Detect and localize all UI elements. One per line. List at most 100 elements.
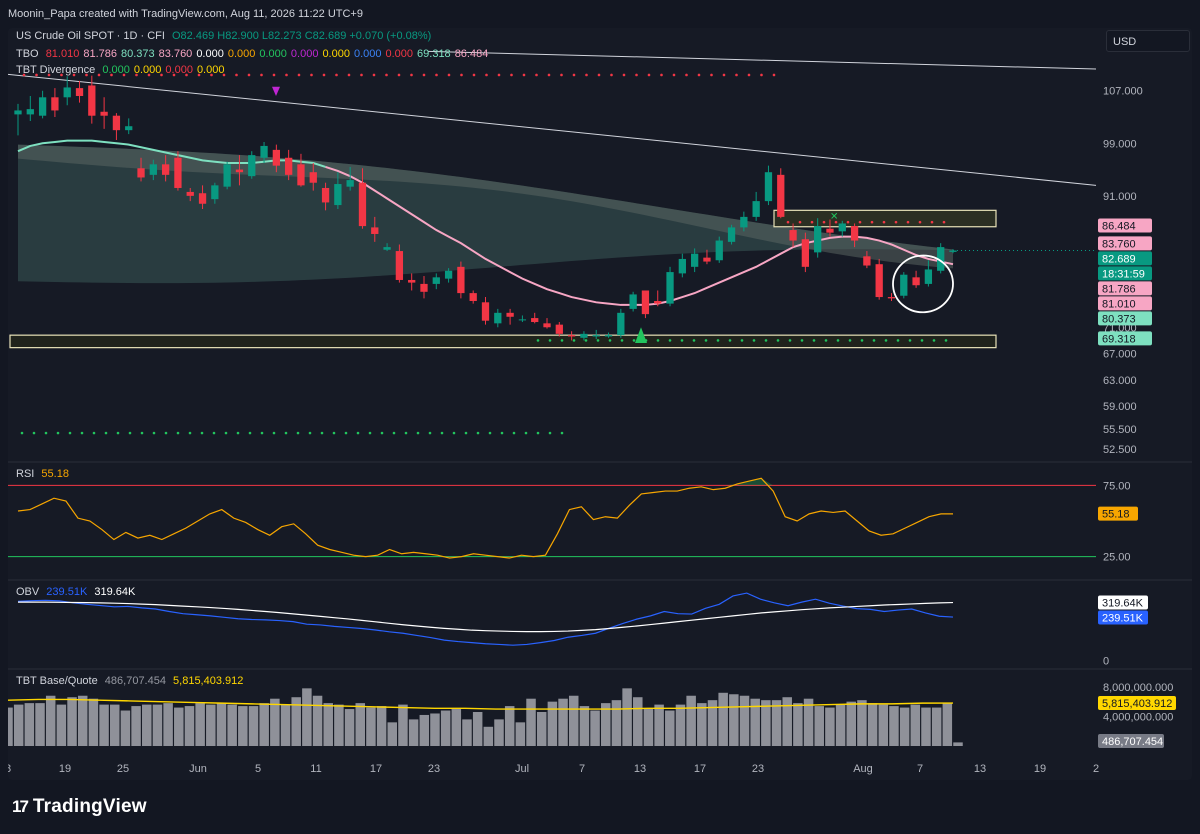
divergence-value-3: 0.000 <box>196 64 225 76</box>
volume-bar <box>344 709 355 746</box>
time-axis-label: 13 <box>634 763 646 775</box>
volume-bar <box>931 707 942 746</box>
price-axis-label: 91.000 <box>1103 191 1137 203</box>
obv-badge-ma-bg <box>1098 595 1148 610</box>
volume-bar <box>867 703 878 746</box>
tbo-value-3: 83.760 <box>158 48 193 60</box>
resistance-box <box>773 209 997 228</box>
tbo-value-9: 0.000 <box>353 48 382 60</box>
volume-bar <box>857 700 867 746</box>
red-dotted-level-top-dot <box>597 73 601 77</box>
candle-body <box>408 279 416 283</box>
divergence-value-1: 0.000 <box>133 64 162 76</box>
volume-bar <box>803 698 814 746</box>
red-dotted-level-top <box>22 73 776 77</box>
green-dotted-level-low <box>20 431 564 435</box>
red-dotted-level-box-dot <box>942 220 946 224</box>
rsi-legend[interactable]: RSI 55.18 <box>16 468 73 480</box>
volume-bar <box>24 703 35 746</box>
tbt-volume-legend[interactable]: TBT Base/Quote 486,707.454 5,815,403.912 <box>16 675 247 687</box>
volume-bar <box>526 698 536 746</box>
red-dotted-level-box-dot <box>894 220 898 224</box>
red-dotted-level-top-dot <box>60 73 63 77</box>
green-dotted-level-low-dot <box>212 431 216 435</box>
green-dotted-level-low-dot <box>392 431 396 435</box>
divergence-legend[interactable]: TBT Divergence 0.000 0.000 0.000 0.000 <box>16 64 228 76</box>
candle-body <box>555 324 563 334</box>
red-dotted-level-box-dot <box>918 220 922 224</box>
candle <box>297 153 305 187</box>
green-dotted-level-low-dot <box>236 431 240 435</box>
time-axis-label: Jul <box>515 763 529 775</box>
price-axis-label: 52.500 <box>1103 444 1137 456</box>
candle-body <box>752 201 760 217</box>
red-dotted-level-box-dot <box>810 220 814 224</box>
volume-bar <box>899 707 910 746</box>
candle-body <box>580 333 588 338</box>
green-dotted-level-dot <box>620 339 624 342</box>
chart-frame[interactable]: ✕ 107.000 99.000 91.000 71.000 67.000 63.000 59… <box>8 28 1192 780</box>
red-dotted-level-top-dot <box>347 73 351 77</box>
red-dotted-level-top-dot <box>222 73 226 77</box>
candle-body <box>801 239 810 267</box>
green-dotted-level-low-dot <box>80 431 84 435</box>
green-dotted-level-dot <box>680 339 684 342</box>
tbo-legend[interactable]: TBO 81.010 81.786 80.373 83.760 0.000 0.000 0.… <box>16 48 492 60</box>
volume-bar <box>771 700 782 746</box>
volume-bar <box>878 704 889 746</box>
red-dotted-level-top-dot <box>572 73 576 77</box>
red-dotted-level-box-dot <box>858 220 862 224</box>
candle-body <box>592 335 600 337</box>
red-dotted-level-top-dot <box>72 73 76 77</box>
red-dotted-level-top-dot <box>460 73 463 77</box>
red-dotted-level-top-dot <box>272 73 276 77</box>
volume-bar <box>814 706 824 746</box>
rsi-name: RSI <box>16 468 35 480</box>
red-dotted-level-top-dot <box>672 73 676 77</box>
green-dotted-level-dot <box>656 339 660 342</box>
price-axis-label: 59.000 <box>1103 401 1137 413</box>
volume-bar <box>665 710 675 746</box>
volume-bar <box>163 703 173 746</box>
volume-badge-avg-bg <box>1098 696 1176 711</box>
candle <box>850 223 859 248</box>
green-dotted-level-low-dot <box>284 431 288 435</box>
candle <box>309 163 317 191</box>
rsi-pane: 75.00 25.00 55.18 <box>8 477 1138 564</box>
volume-bar <box>910 704 921 746</box>
price-badge-label: 83.760 <box>1102 238 1136 250</box>
price-badge-bg <box>1098 218 1152 233</box>
currency-selector[interactable]: USD <box>1106 30 1190 52</box>
candle-body <box>75 88 84 96</box>
green-dotted-level-dot <box>944 339 948 342</box>
green-dotted-level-dot <box>788 339 792 342</box>
volume-bar <box>99 704 109 746</box>
tradingview-logo[interactable]: 17 TradingView <box>12 796 147 818</box>
brand-name: TradingView <box>32 796 147 817</box>
candle <box>727 224 736 245</box>
red-dotted-level-top-dot <box>447 73 451 77</box>
candle <box>198 185 207 210</box>
candle <box>752 191 760 221</box>
cross-signal-marker: ✕ <box>830 212 838 223</box>
obv-value-1: 239.51K <box>46 586 88 598</box>
green-dotted-level-low-dot <box>524 431 528 435</box>
volume-bar <box>13 704 24 746</box>
symbol-name: US Crude Oil SPOT · 1D · CFI <box>16 30 165 42</box>
obv-legend[interactable]: OBV 239.51K 319.64K <box>16 586 139 598</box>
red-dotted-level-top-dot <box>635 73 638 77</box>
candle <box>900 272 908 299</box>
support-box <box>9 334 997 349</box>
tbo-value-10: 0.000 <box>385 48 414 60</box>
green-dotted-level-low-dot <box>368 431 372 435</box>
price-badge-label: 82.689 <box>1102 253 1136 265</box>
candle <box>125 118 133 135</box>
green-dotted-level-dot <box>776 339 780 342</box>
volume-bar <box>259 703 269 746</box>
candle <box>38 90 47 119</box>
green-dotted-level-low-dot <box>380 431 384 435</box>
candle <box>260 141 268 164</box>
chart-canvas[interactable]: ✕107.00099.00091.00071.00067.00063.00059… <box>8 28 1192 780</box>
symbol-legend[interactable]: US Crude Oil SPOT · 1D · CFI O82.469 H82… <box>16 30 435 42</box>
